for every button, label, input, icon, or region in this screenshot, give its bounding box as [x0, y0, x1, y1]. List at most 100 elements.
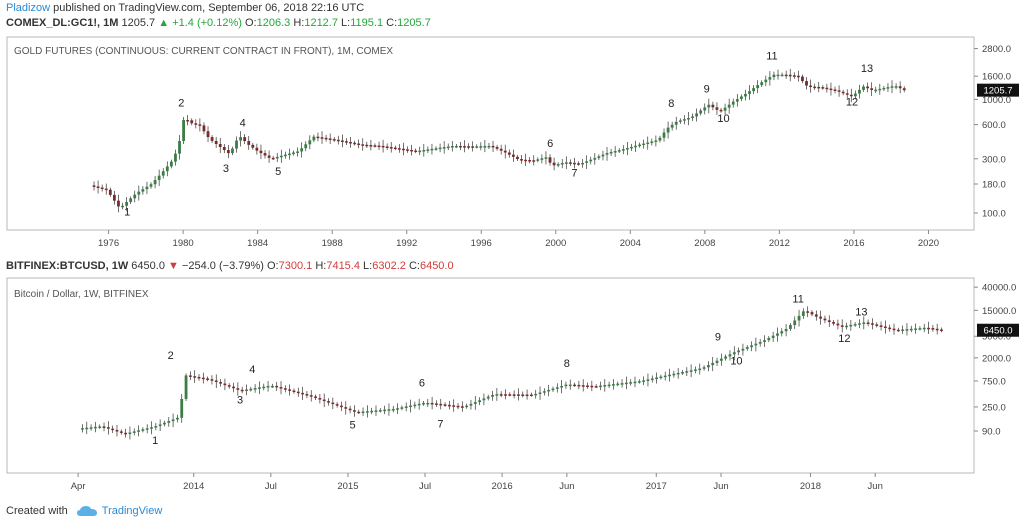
candle-body: [642, 143, 646, 146]
candle-body: [516, 156, 519, 160]
gold-plot-area[interactable]: [6, 36, 975, 231]
candle-body: [630, 146, 633, 149]
candle-body: [695, 113, 698, 117]
candle-body: [96, 186, 100, 188]
candle-body: [201, 377, 205, 380]
btc-chart[interactable]: Bitcoin / Dollar, 1W, BITFINEX 40000.015…: [0, 275, 1024, 497]
candle-body: [819, 316, 823, 319]
candle-body: [833, 89, 837, 91]
candle-body: [253, 388, 257, 390]
y-tick-label: 2000.0: [982, 353, 1011, 364]
gold-chart-title: GOLD FUTURES (CONTINUOUS: CURRENT CONTRA…: [14, 46, 393, 57]
candle-body: [226, 150, 230, 154]
candle-body: [532, 160, 536, 162]
gold-y-axis[interactable]: 2800.0 1600.0 1000.0 600.0 300.0 180.0 100.0: [974, 44, 1011, 219]
gold-ticker[interactable]: COMEX_DL:GC1!, 1M: [6, 17, 119, 29]
candle-body: [410, 149, 413, 152]
candle-body: [662, 132, 666, 138]
candle-body: [901, 329, 905, 331]
gold-close-key: C:: [386, 17, 398, 29]
btc-series: [81, 306, 943, 440]
candle-body: [100, 187, 104, 190]
candle-body: [646, 379, 650, 381]
btc-x-axis[interactable]: Apr 2014 Jul 2015 Jul 2016 Jun 2017 Jun 2018 Jun: [71, 473, 883, 492]
candle-body: [491, 145, 495, 148]
candle-body: [573, 384, 576, 387]
candle-body: [585, 161, 589, 163]
candle-body: [750, 345, 753, 348]
candle-body: [739, 96, 743, 100]
candle-body: [521, 394, 525, 396]
btc-close-key: C:: [408, 260, 420, 272]
candle-body: [112, 194, 116, 201]
candle-body: [590, 385, 594, 388]
x-tick-label: Jun: [868, 481, 883, 492]
candle-body: [829, 88, 833, 91]
candle-body: [460, 406, 464, 408]
candle-body: [735, 99, 739, 102]
candle-body: [646, 142, 650, 145]
candle-body: [324, 137, 328, 140]
candle-body: [659, 376, 663, 379]
btc-price-badge: 6450.0: [977, 323, 1019, 337]
candle-body: [104, 188, 108, 191]
candle-body: [536, 159, 540, 161]
candle-body: [219, 382, 222, 384]
candle-body: [108, 189, 112, 195]
candle-body: [898, 86, 902, 89]
candle-body: [409, 405, 412, 408]
candle-body: [875, 324, 879, 326]
wave-label: 7: [571, 167, 577, 179]
candle-body: [381, 145, 385, 148]
candle-body: [874, 89, 878, 92]
candle-body: [129, 198, 133, 203]
btc-plot-area[interactable]: [6, 277, 975, 474]
x-tick-label: Jun: [713, 481, 728, 492]
candle-body: [304, 144, 308, 149]
btc-y-axis[interactable]: 40000.0 15000.0 5000.0 2000.0 750.0 250.0 90.0: [974, 283, 1016, 438]
candle-body: [275, 156, 279, 159]
candle-body: [638, 144, 641, 147]
wave-label: 4: [240, 117, 246, 129]
candle-body: [180, 398, 184, 418]
btc-ticker[interactable]: BITFINEX:BTCUSD, 1W: [6, 260, 129, 272]
candle-body: [547, 389, 551, 392]
candle-body: [475, 146, 479, 148]
candle-body: [465, 405, 469, 408]
candle-body: [650, 378, 654, 380]
candle-body: [745, 347, 749, 349]
candle-body: [450, 145, 454, 148]
wave-label: 2: [178, 97, 184, 109]
candle-body: [262, 386, 266, 389]
candle-body: [776, 74, 780, 77]
y-tick-label: 1600.0: [982, 72, 1011, 83]
candle-body: [617, 150, 621, 152]
candle-body: [512, 394, 516, 396]
candle-body: [258, 387, 261, 389]
btc-close: 6450.0: [419, 260, 454, 272]
candle-body: [235, 140, 238, 149]
tradingview-link[interactable]: TradingView: [101, 505, 163, 517]
candle-body: [486, 396, 490, 399]
candle-body: [586, 385, 589, 387]
gold-chart[interactable]: GOLD FUTURES (CONTINUOUS: CURRENT CONTRA…: [0, 32, 1024, 254]
candle-body: [137, 191, 141, 195]
candle-body: [365, 144, 369, 147]
candle-body: [538, 392, 542, 395]
candle-body: [190, 120, 194, 124]
candle-body: [821, 87, 825, 89]
candle-body: [157, 175, 161, 181]
gold-x-axis[interactable]: 1976 1980 1984 1988 1992 1996 2000 2004 2008 2012…: [98, 230, 939, 249]
candle-body: [768, 77, 772, 80]
candle-body: [870, 88, 874, 91]
x-tick-label: 2004: [620, 238, 641, 249]
btc-low-key: L:: [363, 260, 373, 272]
candle-body: [279, 155, 283, 158]
candle-body: [145, 186, 149, 190]
candle-body: [620, 383, 624, 385]
candle-body: [724, 356, 728, 359]
candle-body: [544, 157, 548, 159]
candle-body: [222, 147, 226, 151]
candle-body: [691, 116, 694, 118]
author-link[interactable]: Pladizow: [6, 2, 51, 14]
